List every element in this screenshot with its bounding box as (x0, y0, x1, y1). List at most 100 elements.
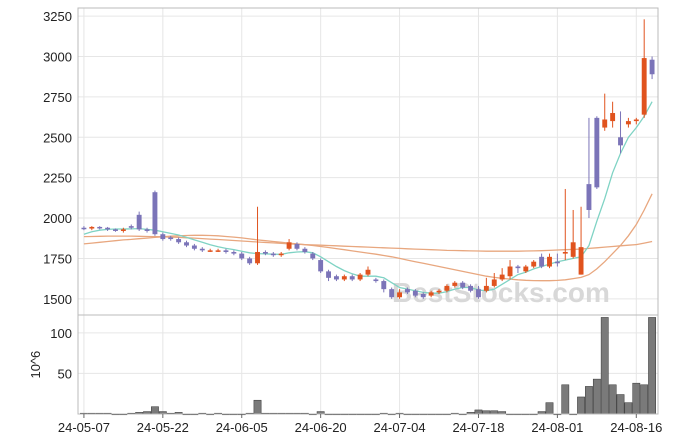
candle-body (326, 271, 331, 278)
candle-body (507, 266, 513, 277)
candle-body (610, 113, 616, 122)
candle (578, 206, 584, 275)
date-tick-label: 24-08-16 (610, 420, 662, 435)
candle-body (594, 117, 600, 188)
volume-bar (624, 402, 633, 415)
candle-body (381, 281, 387, 290)
candle (176, 237, 182, 244)
candle-body (199, 248, 205, 251)
candle (184, 240, 189, 248)
candle-body (649, 59, 655, 75)
candle (105, 226, 111, 231)
date-tick-label: 24-05-07 (58, 420, 110, 435)
candle (531, 260, 537, 269)
candle (405, 287, 410, 294)
candle-body (641, 58, 647, 115)
candle-body (491, 279, 497, 286)
candle-body (152, 192, 158, 235)
candle (239, 251, 245, 261)
candle-body (341, 276, 347, 280)
candle-body (625, 121, 631, 125)
date-tick-label: 24-05-22 (137, 420, 189, 435)
candle-body (357, 274, 363, 280)
date-axis-labels: 24-05-07 24-05-22 24-06-05 24-06-20 24-07-04… (58, 414, 662, 435)
candle (412, 289, 418, 298)
ma-long-line (83, 235, 653, 252)
volume-bar (474, 409, 483, 415)
candle-body (523, 266, 529, 272)
candle-body (81, 227, 87, 230)
candle-body (207, 250, 213, 252)
candle (641, 19, 647, 118)
candle-body (270, 253, 276, 256)
candle-body (397, 292, 403, 298)
candle-body (436, 290, 442, 293)
candle-body (105, 227, 111, 230)
volume-bar (648, 317, 656, 415)
candle (381, 279, 387, 293)
date-tick-label: 24-06-05 (216, 420, 268, 435)
candle (539, 253, 545, 269)
volume-bar (592, 378, 601, 415)
candle (113, 228, 118, 232)
candle-body (318, 260, 324, 272)
candle (278, 251, 284, 257)
candle (223, 248, 229, 254)
candle-body (633, 119, 639, 122)
candle (199, 247, 205, 252)
candle-body (547, 256, 552, 267)
candle (128, 224, 134, 230)
volume-bar (253, 399, 262, 415)
price-tick-label: 2750 (43, 90, 72, 105)
candle-body (176, 239, 182, 243)
volume-bar (600, 317, 609, 415)
candle (420, 292, 426, 299)
candle (262, 250, 268, 256)
date-tick-label: 24-06-20 (295, 420, 347, 435)
candle (333, 274, 339, 282)
candle (499, 268, 505, 282)
candle (389, 287, 395, 299)
candle-body (333, 276, 339, 280)
candle (357, 272, 363, 282)
candle-body (113, 229, 118, 231)
candle (255, 206, 260, 265)
candle (231, 250, 237, 256)
price-tick-label: 3000 (43, 49, 72, 64)
volume-bar (561, 384, 570, 415)
candle (365, 266, 371, 277)
volume-bar (151, 406, 159, 415)
candle-body (468, 285, 474, 291)
candle-body (428, 292, 434, 296)
price-tick-label: 1500 (43, 292, 72, 307)
candle-body (278, 253, 284, 256)
candle-body (562, 251, 568, 254)
candle (633, 117, 639, 125)
volume-bar (640, 384, 649, 415)
candle (618, 111, 623, 154)
candle (547, 253, 552, 269)
candle (562, 188, 568, 261)
candle-body (531, 261, 537, 267)
candle (191, 243, 197, 251)
candle-body (412, 290, 418, 296)
candle (554, 253, 560, 267)
price-tick-label: 3250 (43, 9, 72, 24)
volume-bar (545, 402, 554, 415)
candlesticks (81, 19, 655, 299)
candle-body (515, 266, 521, 269)
candle (452, 281, 458, 288)
volume-bar (608, 384, 617, 415)
candle-body (373, 279, 379, 282)
candle-body (460, 282, 466, 288)
volume-grid (78, 315, 658, 414)
candle-body (420, 293, 426, 298)
candle (515, 264, 521, 273)
candle (444, 284, 450, 293)
candle (247, 256, 253, 265)
candle (294, 242, 300, 251)
candle (460, 281, 466, 290)
candle (523, 264, 529, 273)
candle (318, 258, 324, 273)
candle (610, 101, 616, 128)
